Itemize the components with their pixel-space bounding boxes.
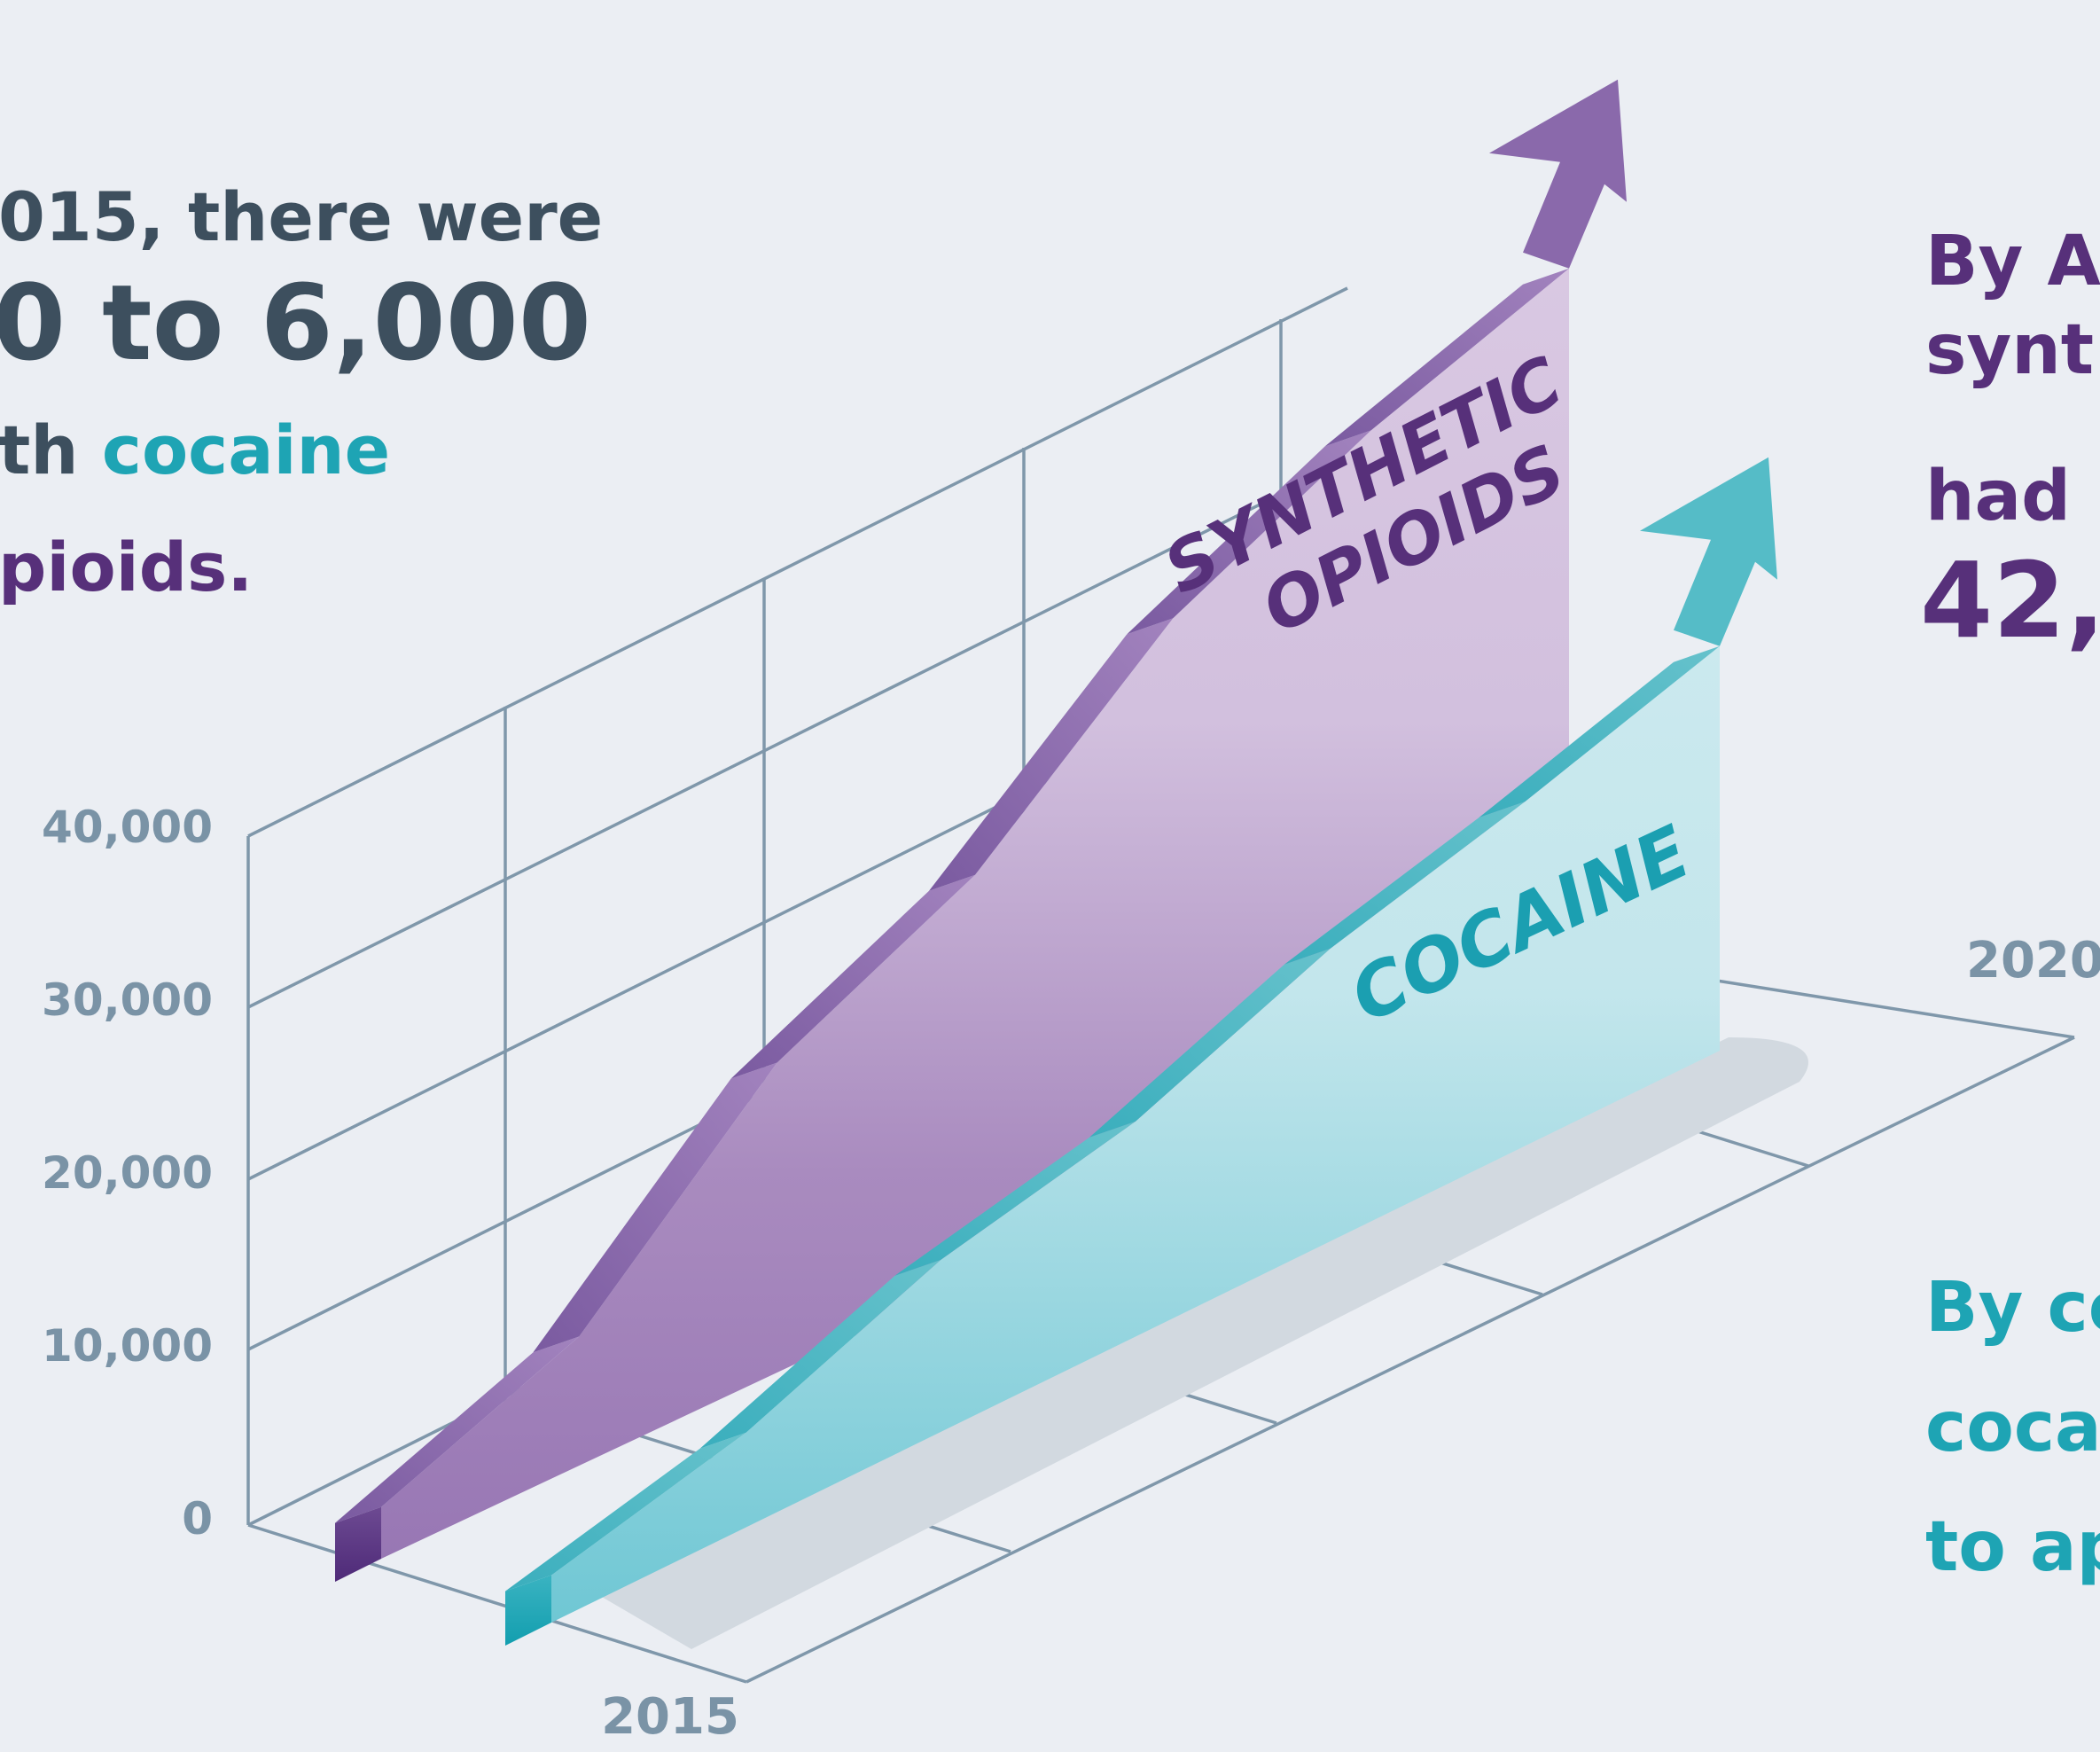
y-tick-label: 20,000 — [42, 1147, 213, 1199]
series-ribbon-segment — [1127, 430, 1371, 635]
cocaine-callout-line-1: By co — [1925, 1268, 2100, 1348]
opioids-callout-line-4: 42,0 — [1920, 539, 2100, 661]
x-tick-2020: 2020 — [1966, 932, 2100, 989]
x-tick-2015: 2015 — [601, 1688, 739, 1746]
y-tick-label: 10,000 — [42, 1320, 213, 1372]
opioids-callout-line-1: By A — [1925, 222, 2100, 301]
series-ribbon-segment — [929, 618, 1174, 891]
series-layer — [335, 79, 1777, 1646]
series-end-cap-1 — [505, 1575, 551, 1646]
series-ribbon-segment — [1324, 268, 1569, 447]
floor-shadow — [585, 1037, 1808, 1649]
x-axis — [247, 1523, 747, 1684]
y-tick-label: 0 — [182, 1493, 213, 1545]
opioids-callout-line-2: synt — [1925, 310, 2095, 390]
series-ribbon-segment — [1089, 948, 1331, 1138]
intro-highlight-cocaine: cocaine — [101, 411, 391, 489]
opioids-callout-line-3: had — [1925, 457, 2071, 536]
gridline-30000 — [247, 459, 1348, 1009]
gridline-40000 — [247, 286, 1348, 838]
y-tick-label: 30,000 — [42, 974, 213, 1026]
series-area-0 — [381, 268, 1569, 1559]
intro-line-3: th cocaine — [0, 411, 390, 489]
cocaine-callout-line-3: to ap — [1925, 1507, 2100, 1587]
series-ribbon-segment — [894, 1121, 1136, 1276]
y-tick-labels: 0 10,000 20,000 30,000 40,000 — [42, 802, 213, 1545]
intro-line-3-prefix: th — [0, 411, 102, 489]
intro-line-4: pioids. — [0, 528, 254, 606]
intro-line-1: 015, there were — [0, 177, 604, 256]
series-arrow-head-0 — [1489, 79, 1627, 269]
series-ribbon-segment — [533, 1062, 777, 1353]
cocaine-callout-line-2: coca — [1925, 1388, 2100, 1467]
series-arrow-head-1 — [1640, 457, 1777, 646]
series-ribbon-segment — [730, 874, 975, 1079]
floor-right-edge — [746, 1036, 2075, 1684]
series-ribbon-segment — [699, 1259, 941, 1449]
intro-line-2: 0 to 6,000 — [0, 262, 591, 384]
series-end-cap-0 — [335, 1506, 381, 1582]
series-area-1 — [551, 645, 1720, 1623]
series-ribbon-segment — [1284, 802, 1526, 965]
series-ribbon-segment — [1479, 645, 1720, 818]
series-ribbon-segment — [335, 1336, 580, 1523]
y-tick-label: 40,000 — [42, 802, 213, 853]
series-ribbon-segment — [505, 1432, 746, 1592]
